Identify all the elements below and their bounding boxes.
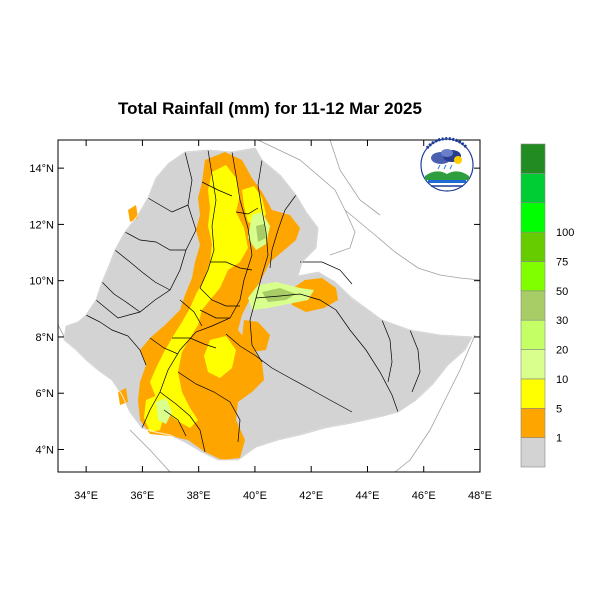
legend-label: 20 [556, 345, 568, 357]
legend-label: 5 [556, 403, 562, 415]
legend-swatch [520, 349, 546, 380]
x-tick-label: 38°E [187, 490, 211, 502]
x-tick-label: 42°E [299, 490, 323, 502]
y-tick-label: 10°N [29, 276, 54, 288]
legend-label: 30 [556, 315, 568, 327]
legend-swatch [520, 231, 546, 262]
legend-label: 1 [556, 433, 562, 445]
legend-swatch [520, 202, 546, 233]
legend-swatch [520, 143, 546, 174]
y-tick-label: 8°N [36, 332, 55, 344]
x-axis: 34°E 36°E 38°E 40°E 42°E 44°E 46°E 48°E [74, 140, 492, 502]
plot-frame [57, 139, 481, 473]
y-tick-label: 4°N [36, 444, 55, 456]
legend-swatch [520, 173, 546, 204]
legend-swatch [520, 437, 546, 468]
neighbour-borders [58, 140, 480, 472]
y-tick-label: 12°N [29, 219, 54, 231]
legend-swatch [520, 378, 546, 409]
legend-label: 100 [556, 227, 574, 239]
legend-label: 50 [556, 286, 568, 298]
rainfall-overlay [118, 152, 338, 460]
x-tick-label: 40°E [243, 490, 267, 502]
x-tick-label: 44°E [355, 490, 379, 502]
legend-swatch [520, 407, 546, 438]
legend-label: 10 [556, 374, 568, 386]
color-legend: 1 5 10 20 30 50 75 100 [520, 143, 574, 468]
legend-label: 75 [556, 256, 568, 268]
ethiopian-meteorology-institute-logo [420, 137, 474, 192]
legend-swatch [520, 261, 546, 292]
y-axis: 14°N 12°N 10°N 8°N 6°N 4°N [29, 163, 480, 456]
x-tick-label: 46°E [412, 490, 436, 502]
x-tick-label: 34°E [74, 490, 98, 502]
region-boundaries [85, 149, 421, 453]
ethiopia-outline [63, 147, 473, 461]
x-tick-label: 36°E [130, 490, 154, 502]
x-tick-label: 48°E [468, 490, 492, 502]
legend-swatch [520, 290, 546, 321]
y-tick-label: 6°N [36, 388, 55, 400]
plot-area [58, 140, 480, 472]
legend-swatch [520, 319, 546, 350]
map-title: Total Rainfall (mm) for 11-12 Mar 2025 [118, 99, 422, 118]
y-tick-label: 14°N [29, 163, 54, 175]
